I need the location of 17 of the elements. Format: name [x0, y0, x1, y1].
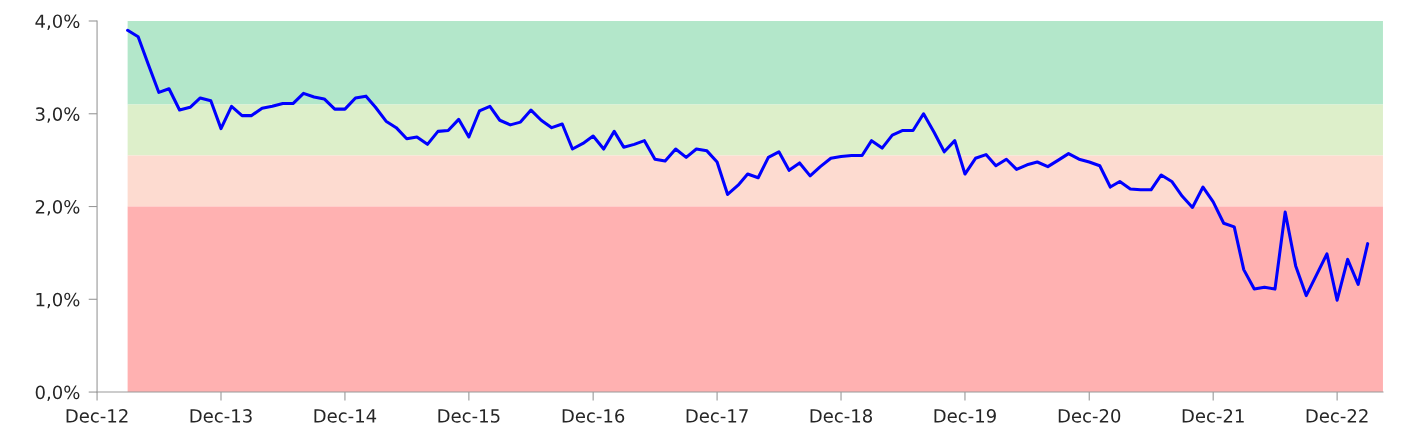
- x-tick-label: Dec-21: [1182, 409, 1244, 423]
- x-tick-label: Dec-15: [438, 409, 500, 423]
- x-tick-label: Dec-17: [686, 409, 748, 423]
- x-tick-label: Dec-16: [562, 409, 625, 423]
- y-tick-label: 0,0%: [35, 385, 80, 402]
- x-tick-label: Dec-12: [66, 409, 128, 423]
- x-tick-label: Dec-18: [810, 409, 872, 423]
- y-tick-label: 1,0%: [36, 292, 80, 309]
- x-tick-label: Dec-19: [934, 409, 996, 423]
- y-tick-label: 4,0%: [35, 14, 80, 30]
- x-tick-label: Dec-20: [1058, 409, 1121, 423]
- x-tick-label: Dec-22: [1306, 409, 1368, 423]
- line-series: [126, 28, 1370, 302]
- y-tick-label: 2,0%: [35, 199, 80, 216]
- x-tick-label: Dec-14: [314, 409, 377, 423]
- x-tick-label: Dec-13: [190, 409, 252, 423]
- y-tick-label: 3,0%: [35, 107, 80, 123]
